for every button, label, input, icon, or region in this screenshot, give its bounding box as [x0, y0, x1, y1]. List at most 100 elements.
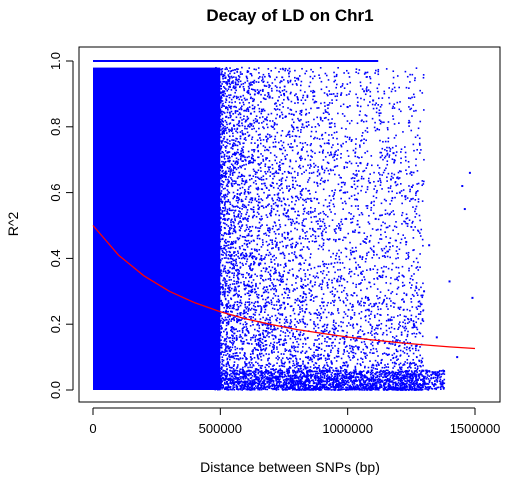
data-point: [403, 327, 406, 329]
data-point: [278, 116, 281, 118]
data-point: [221, 358, 224, 361]
data-point: [223, 215, 225, 218]
data-point: [226, 211, 229, 214]
data-point: [301, 67, 303, 70]
data-point: [348, 212, 350, 214]
data-point: [292, 332, 295, 335]
data-point: [349, 249, 352, 252]
data-point: [310, 135, 312, 138]
data-point: [291, 125, 294, 128]
data-point: [317, 220, 319, 222]
data-point: [399, 340, 401, 342]
data-point: [417, 230, 420, 233]
data-point: [357, 101, 359, 104]
data-point: [247, 308, 250, 311]
data-point: [253, 288, 256, 290]
data-point: [289, 136, 291, 138]
data-point: [216, 144, 219, 147]
data-point: [295, 244, 298, 246]
data-point: [294, 350, 297, 353]
data-point: [272, 225, 275, 228]
data-point: [292, 273, 294, 276]
data-point: [334, 345, 336, 347]
data-point: [262, 335, 265, 337]
data-point: [272, 338, 275, 340]
data-point: [241, 235, 244, 238]
data-point: [226, 244, 228, 247]
data-point: [397, 369, 399, 371]
data-point: [416, 294, 419, 297]
data-point: [293, 140, 296, 143]
data-point: [218, 102, 220, 104]
data-point: [230, 110, 233, 113]
data-point: [290, 305, 293, 307]
data-point: [355, 379, 358, 382]
data-point: [280, 304, 283, 306]
data-point: [254, 301, 257, 303]
data-point: [273, 304, 275, 306]
data-point: [227, 323, 230, 326]
data-point: [214, 316, 217, 318]
data-point: [259, 227, 261, 229]
data-point: [412, 229, 415, 231]
data-point: [277, 385, 279, 387]
data-point: [309, 368, 311, 371]
data-point: [252, 81, 255, 83]
data-point: [244, 334, 246, 337]
data-point: [366, 384, 369, 387]
data-point: [255, 215, 258, 218]
data-point: [214, 220, 217, 223]
data-point: [271, 163, 274, 166]
data-point: [215, 127, 217, 130]
data-point: [258, 195, 260, 198]
data-point: [272, 348, 275, 351]
data-point: [217, 351, 219, 354]
data-point: [228, 123, 231, 125]
data-point: [296, 195, 298, 198]
data-point: [216, 199, 218, 201]
data-point: [328, 354, 331, 357]
data-point: [225, 337, 228, 340]
data-point: [270, 342, 272, 345]
data-point: [295, 245, 297, 247]
data-point: [356, 173, 358, 176]
data-point: [409, 349, 411, 352]
data-point: [247, 124, 250, 126]
data-point: [251, 350, 254, 353]
data-point: [408, 363, 411, 365]
data-point: [279, 264, 282, 266]
data-point: [261, 205, 264, 207]
data-point: [323, 377, 326, 379]
data-point: [303, 269, 305, 271]
data-point: [217, 194, 219, 197]
data-point: [244, 156, 246, 159]
data-point: [302, 283, 305, 286]
data-point: [277, 265, 279, 267]
data-point: [298, 165, 300, 168]
data-point: [386, 250, 388, 253]
data-point: [235, 269, 237, 271]
data-point: [404, 322, 407, 325]
data-point: [216, 315, 218, 317]
data-point: [385, 353, 388, 355]
data-point: [299, 141, 302, 144]
data-point: [241, 384, 243, 387]
data-point: [231, 218, 233, 221]
data-point: [340, 86, 342, 88]
data-point: [355, 169, 358, 172]
data-point: [406, 352, 409, 355]
data-point: [395, 151, 398, 153]
data-point: [334, 271, 336, 274]
data-point: [227, 178, 229, 181]
data-point: [365, 89, 368, 92]
data-point: [237, 162, 239, 164]
data-point: [343, 343, 346, 345]
data-point: [264, 348, 267, 351]
data-point: [268, 383, 271, 386]
data-point: [344, 236, 347, 239]
data-point: [265, 327, 268, 329]
data-point: [225, 147, 227, 149]
data-point: [223, 162, 226, 165]
data-point: [251, 256, 253, 258]
data-point: [218, 250, 220, 253]
